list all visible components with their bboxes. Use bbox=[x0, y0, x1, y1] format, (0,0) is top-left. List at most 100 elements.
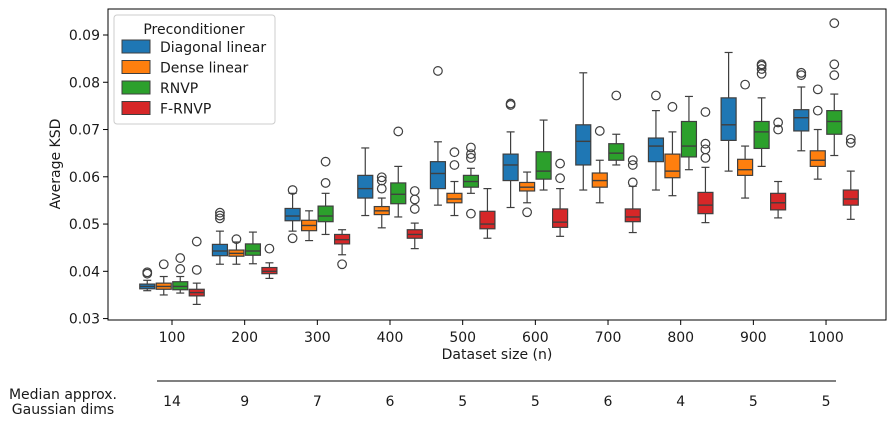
box-iqr bbox=[720, 97, 737, 141]
outlier-point bbox=[466, 208, 476, 219]
legend-label: RNVP bbox=[160, 81, 198, 97]
y-tick-label: 0.05 bbox=[69, 217, 100, 233]
outlier-point bbox=[264, 243, 275, 254]
outlier-point bbox=[773, 117, 784, 128]
box-dense-linear-500 bbox=[446, 147, 463, 217]
x-tick-label: 200 bbox=[231, 330, 258, 346]
box-iqr bbox=[624, 208, 641, 223]
legend-title: Preconditioner bbox=[143, 22, 245, 38]
box-rnvp-500 bbox=[462, 142, 480, 219]
outlier-point bbox=[627, 160, 638, 170]
box-rnvp-200 bbox=[244, 231, 262, 265]
outlier-point bbox=[175, 264, 186, 274]
outlier-point bbox=[756, 59, 767, 70]
box-diagonal-linear-1000 bbox=[793, 67, 810, 152]
outlier-point bbox=[466, 152, 476, 163]
outlier-point bbox=[409, 186, 420, 196]
outlier-point bbox=[829, 70, 840, 81]
box-rnvp-700 bbox=[608, 90, 625, 166]
outlier-point bbox=[466, 142, 476, 153]
annotation-label-line1: Median approx. bbox=[9, 387, 117, 403]
outlier-point bbox=[393, 126, 404, 137]
box-iqr bbox=[842, 189, 859, 206]
box-iqr bbox=[244, 243, 262, 256]
outlier-point bbox=[215, 210, 225, 221]
outlier-point bbox=[215, 207, 225, 218]
outlier-point bbox=[700, 107, 711, 117]
outlier-point bbox=[142, 267, 153, 278]
y-tick-label: 0.06 bbox=[69, 170, 100, 186]
x-axis-label: Dataset size (n) bbox=[442, 347, 553, 363]
outlier-point bbox=[796, 70, 807, 81]
outlier-point bbox=[287, 233, 298, 244]
x-tick-label: 600 bbox=[522, 330, 549, 346]
box-f-rnvp-700 bbox=[624, 155, 641, 234]
x-tick-label: 100 bbox=[159, 330, 186, 346]
outlier-point bbox=[594, 126, 605, 136]
annotation-value: 5 bbox=[822, 394, 831, 410]
annotation-value: 6 bbox=[604, 394, 613, 410]
box-iqr bbox=[753, 120, 770, 150]
outlier-point bbox=[740, 79, 751, 90]
box-rnvp-400 bbox=[390, 126, 407, 218]
box-dense-linear-700 bbox=[591, 126, 608, 204]
legend-label: Dense linear bbox=[160, 61, 248, 77]
outlier-point bbox=[756, 64, 767, 74]
annotation-values: 14 9 7 6 5 5 6 4 5 5 bbox=[163, 394, 830, 410]
outlier-point bbox=[505, 98, 516, 109]
box-dense-linear-800 bbox=[664, 101, 681, 197]
outlier-point bbox=[158, 259, 169, 270]
outlier-point bbox=[376, 172, 387, 183]
box-dense-linear-1000 bbox=[809, 84, 826, 180]
box-iqr bbox=[737, 158, 754, 176]
outlier-point bbox=[845, 134, 856, 144]
legend-label: Diagonal linear bbox=[160, 40, 266, 56]
box-rnvp-800 bbox=[680, 95, 698, 171]
y-tick-label: 0.04 bbox=[69, 264, 100, 280]
x-tick-label: 900 bbox=[740, 330, 767, 346]
outlier-point bbox=[175, 253, 186, 263]
box-iqr bbox=[551, 208, 569, 228]
box-f-rnvp-500 bbox=[479, 188, 496, 239]
outlier-point bbox=[796, 67, 807, 78]
annotation-value: 14 bbox=[163, 394, 181, 410]
y-tick-label: 0.07 bbox=[69, 123, 100, 139]
box-rnvp-1000 bbox=[826, 18, 843, 157]
outlier-point bbox=[845, 137, 856, 148]
outlier-point bbox=[215, 213, 225, 224]
box-diagonal-linear-500 bbox=[429, 66, 447, 206]
outlier-point bbox=[409, 194, 420, 205]
outlier-point bbox=[700, 152, 711, 163]
legend: Preconditioner Diagonal linear Dense line… bbox=[113, 14, 276, 125]
outlier-point bbox=[812, 84, 823, 95]
box-iqr bbox=[535, 151, 552, 180]
box-iqr bbox=[284, 207, 301, 222]
box-diagonal-linear-600 bbox=[502, 98, 519, 209]
box-iqr bbox=[770, 192, 787, 211]
outlier-point bbox=[449, 160, 460, 170]
x-axis: 100 200 300 400 500 600 700 800 900 1000 bbox=[159, 320, 844, 346]
box-iqr bbox=[502, 153, 519, 182]
annotation-label-line2: Gaussian dims bbox=[12, 402, 114, 418]
outlier-point bbox=[667, 101, 678, 112]
outlier-point bbox=[231, 234, 242, 245]
outlier-point bbox=[409, 204, 420, 214]
annotation-value: 5 bbox=[531, 394, 540, 410]
y-tick-label: 0.08 bbox=[69, 75, 100, 91]
gaussian-dims-annotation: Median approx. Gaussian dims 14 9 7 6 5 5 6 4 5 5 bbox=[9, 380, 836, 418]
box-diagonal-linear-700 bbox=[575, 72, 592, 191]
box-rnvp-900 bbox=[753, 59, 770, 167]
box-iqr bbox=[479, 210, 496, 230]
outlier-point bbox=[829, 59, 840, 70]
box-iqr bbox=[172, 281, 189, 291]
outlier-point bbox=[287, 185, 298, 195]
outlier-point bbox=[433, 66, 443, 76]
box-dense-linear-400 bbox=[373, 172, 390, 229]
box-iqr bbox=[390, 182, 407, 205]
box-dense-linear-900 bbox=[737, 79, 754, 199]
legend-swatch bbox=[121, 39, 151, 54]
annotation-value: 6 bbox=[386, 394, 395, 410]
box-iqr bbox=[809, 150, 826, 167]
outlier-point bbox=[611, 90, 622, 101]
